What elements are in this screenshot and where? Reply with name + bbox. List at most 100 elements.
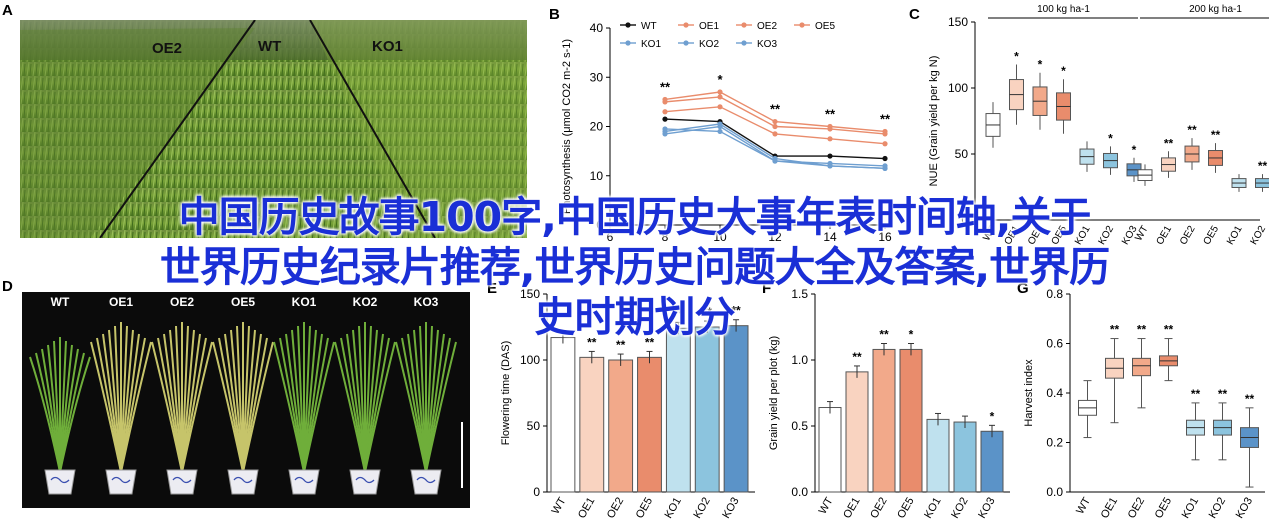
field-label-wt: WT xyxy=(258,38,281,55)
y-tick-label: 0.4 xyxy=(1046,386,1063,400)
bar-oe2 xyxy=(873,349,895,492)
point-wt xyxy=(882,156,887,161)
point-ko3 xyxy=(827,161,832,166)
y-tick-label: 50 xyxy=(955,147,969,161)
legend-label-ko2: KO2 xyxy=(699,39,719,50)
point-oe5 xyxy=(882,141,887,146)
significance-label: * xyxy=(1132,143,1137,157)
headline-line-3[interactable]: 史时期划分 xyxy=(0,292,1269,342)
legend-marker-wt xyxy=(625,22,630,27)
y-tick-label: 1.0 xyxy=(791,353,808,367)
bar-ko2 xyxy=(695,327,719,492)
legend-label-wt: WT xyxy=(641,21,657,32)
point-wt xyxy=(662,117,667,122)
x-tick-label: OE2 xyxy=(1126,496,1147,521)
legend-label-oe1: OE1 xyxy=(699,21,719,32)
bar-ko1 xyxy=(666,328,690,492)
significance-label: * xyxy=(990,409,995,423)
bar-ko3 xyxy=(981,431,1003,492)
legend-marker-ko2 xyxy=(683,40,688,45)
point-oe5 xyxy=(717,104,722,109)
significance-label: ** xyxy=(1211,128,1221,142)
x-tick-label: KO2 xyxy=(1207,496,1228,521)
significance-label: ** xyxy=(1218,387,1228,401)
point-oe2 xyxy=(772,119,777,124)
point-oe5 xyxy=(662,109,667,114)
significance-label: * xyxy=(1108,131,1113,145)
significance-label: * xyxy=(717,72,723,87)
y-axis-label: Harvest index xyxy=(1023,359,1035,427)
legend-marker-ko3 xyxy=(741,40,746,45)
pot xyxy=(350,470,380,494)
significance-label: ** xyxy=(1191,387,1201,401)
point-oe2 xyxy=(717,89,722,94)
box-oe2 xyxy=(1133,358,1151,375)
headline-line-2[interactable]: 世界历史纪录片推荐,世界历史问题大全及答案,世界历 xyxy=(0,242,1269,292)
y-tick-label: 0.0 xyxy=(791,485,808,499)
point-oe5 xyxy=(827,136,832,141)
x-tick-label: KO3 xyxy=(1234,496,1255,521)
bar-oe5 xyxy=(638,357,662,492)
group-label: 200 kg ha-1 xyxy=(1189,4,1242,15)
pot xyxy=(289,470,319,494)
x-tick-label: KO1 xyxy=(922,496,943,521)
point-oe5 xyxy=(772,131,777,136)
x-tick-label: KO1 xyxy=(663,496,684,521)
point-oe2 xyxy=(662,97,667,102)
point-wt xyxy=(827,153,832,158)
x-tick-label: OE5 xyxy=(1153,496,1174,521)
x-tick-label: OE2 xyxy=(605,496,626,521)
significance-label: ** xyxy=(770,102,781,117)
y-axis-label: NUE (Grain yield per kg N) xyxy=(928,56,940,187)
y-tick-label: 0.0 xyxy=(1046,485,1063,499)
significance-label: * xyxy=(1038,58,1043,72)
group-label: 100 kg ha-1 xyxy=(1037,4,1090,15)
y-axis-label: Photosynthesis (μmol CO2 m-2 s-1) xyxy=(561,39,573,214)
point-oe2 xyxy=(827,124,832,129)
x-tick-label: OE5 xyxy=(895,496,916,521)
significance-label: ** xyxy=(1258,159,1268,173)
pot xyxy=(106,470,136,494)
point-oe2 xyxy=(882,129,887,134)
point-ko2 xyxy=(662,131,667,136)
headline-line-1[interactable]: 中国历史故事100字,中国历史大事年表时间轴,关于 xyxy=(0,192,1269,242)
pot xyxy=(228,470,258,494)
panel-label-c: C xyxy=(909,6,920,23)
bar-oe1 xyxy=(580,357,604,492)
bar-oe5 xyxy=(900,349,922,492)
significance-label: ** xyxy=(1187,123,1197,137)
x-tick-label: KO1 xyxy=(1180,496,1201,521)
x-tick-label: OE1 xyxy=(1099,496,1120,521)
significance-label: * xyxy=(1014,50,1019,64)
y-axis-label: Grain yield per plot (kg) xyxy=(768,336,780,450)
y-tick-label: 40 xyxy=(590,21,604,35)
x-tick-label: WT xyxy=(550,495,569,516)
significance-label: * xyxy=(1061,64,1066,78)
x-tick-label: WT xyxy=(817,495,836,516)
y-tick-label: 0 xyxy=(533,485,540,499)
panel-label-a: A xyxy=(2,2,13,19)
legend-marker-ko1 xyxy=(625,40,630,45)
x-tick-label: OE1 xyxy=(576,496,597,521)
x-tick-label: KO2 xyxy=(949,496,970,521)
bar-wt xyxy=(551,338,575,492)
point-ko3 xyxy=(882,163,887,168)
significance-label: ** xyxy=(1164,136,1174,150)
headline-overlay: 中国历史故事100字,中国历史大事年表时间轴,关于 世界历史纪录片推荐,世界历史… xyxy=(0,192,1269,342)
legend-label-ko3: KO3 xyxy=(757,39,777,50)
x-tick-label: OE1 xyxy=(841,496,862,521)
legend-label-oe2: OE2 xyxy=(757,21,777,32)
point-ko3 xyxy=(662,126,667,131)
y-tick-label: 100 xyxy=(948,81,968,95)
x-tick-label: OE5 xyxy=(634,496,655,521)
significance-label: ** xyxy=(880,111,891,126)
y-tick-label: 10 xyxy=(590,169,604,183)
bar-oe1 xyxy=(846,372,868,492)
point-oe1 xyxy=(772,124,777,129)
bar-oe2 xyxy=(609,360,633,492)
significance-label: ** xyxy=(825,107,836,122)
point-ko3 xyxy=(772,158,777,163)
pot xyxy=(167,470,197,494)
y-tick-label: 0.2 xyxy=(1046,436,1063,450)
bar-wt xyxy=(819,408,841,492)
